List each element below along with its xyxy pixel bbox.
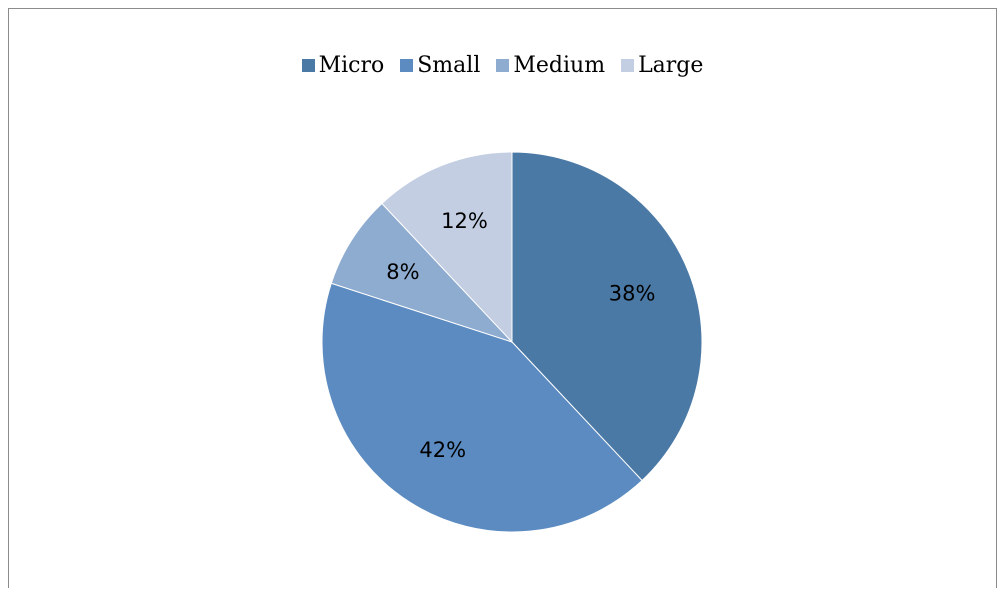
pie-labels: 38% 42% 8% 12% (386, 209, 655, 462)
pie-slice-large (381, 151, 513, 344)
legend-item-medium: Medium (496, 53, 605, 78)
legend-item-large: Large (621, 53, 703, 78)
slice-label-large: 12% (441, 209, 488, 233)
legend-swatch-medium (496, 59, 510, 72)
slice-label-micro: 38% (609, 281, 656, 305)
legend-item-small: Small (400, 53, 480, 78)
legend-swatch-small (400, 59, 414, 72)
legend-swatch-micro (301, 59, 315, 72)
pie-slice-micro (511, 151, 703, 482)
chart-frame: Micro Small Medium Large 38% 42% 8% 12% (8, 8, 997, 588)
pie-chart: 38% 42% 8% 12% (321, 151, 703, 533)
pie-slice-small (321, 282, 643, 533)
legend-label-small: Small (417, 53, 481, 78)
legend-swatch-large (621, 59, 635, 72)
slice-label-small: 42% (419, 438, 466, 462)
legend-label-large: Large (638, 53, 704, 78)
pie-slice-medium (330, 202, 513, 343)
legend: Micro Small Medium Large (9, 53, 996, 78)
pie-slices (321, 151, 703, 533)
legend-item-micro: Micro (301, 53, 385, 78)
legend-label-medium: Medium (513, 53, 606, 78)
slice-label-medium: 8% (386, 260, 419, 284)
legend-label-micro: Micro (318, 53, 385, 78)
